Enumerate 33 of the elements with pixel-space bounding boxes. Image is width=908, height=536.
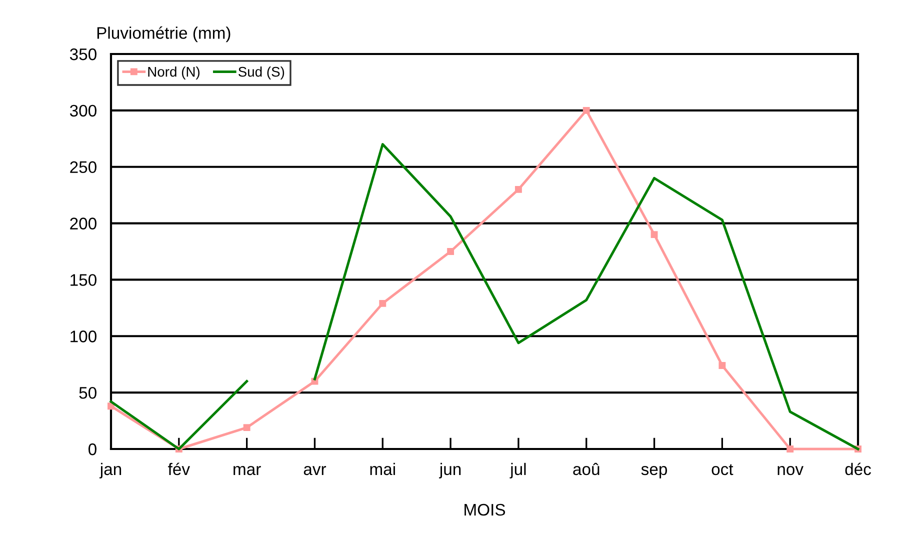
x-tick-label: jan — [99, 462, 122, 478]
y-tick-label: 300 — [70, 104, 96, 117]
point — [447, 248, 454, 255]
point — [786, 446, 794, 452]
point — [108, 402, 114, 410]
point — [514, 186, 522, 193]
x-tick-label: nov — [778, 466, 804, 476]
x-tick-label: jul — [510, 462, 526, 478]
point — [243, 424, 250, 432]
point — [718, 362, 726, 369]
x-tick-label: fév — [168, 462, 190, 476]
x-tick-label: avr — [304, 466, 326, 476]
x-tick-label: mai — [370, 462, 395, 476]
x-tick-label: mar — [234, 466, 261, 476]
point — [379, 300, 386, 307]
x-tick-label: jun — [439, 462, 461, 478]
point — [650, 231, 658, 238]
y-tick-label: 200 — [70, 218, 96, 230]
y-axis-title: Pluviométrie (mm) — [97, 26, 230, 42]
y-tick-label: 150 — [70, 274, 96, 286]
legend-label: Nord (N) — [148, 66, 200, 80]
legend-label: Sud (S) — [238, 66, 284, 80]
y-tick-label: 250 — [70, 161, 96, 174]
x-tick-label: déc — [845, 462, 871, 476]
y-tick-label: 50 — [79, 386, 96, 399]
x-tick-label: sep — [641, 466, 668, 478]
y-tick-label: 100 — [70, 330, 96, 342]
x-tick-label: oct — [712, 464, 734, 476]
x-axis-title: MOIS — [464, 504, 506, 516]
y-tick-label: 0 — [88, 443, 96, 456]
y-tick-label: 350 — [70, 48, 96, 60]
x-tick-label: aoû — [573, 462, 600, 476]
point — [582, 106, 590, 114]
